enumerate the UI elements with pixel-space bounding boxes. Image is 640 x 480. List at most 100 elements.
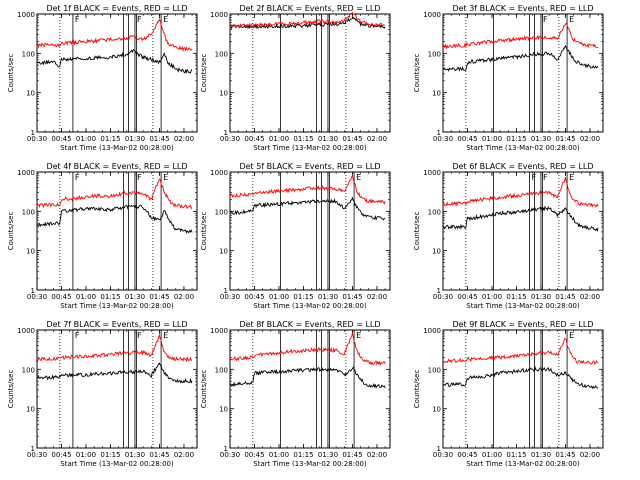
y-axis-label: Counts/sec	[200, 54, 208, 93]
x-tick-label: 01:30	[125, 293, 145, 301]
x-tick-label: 02:00	[580, 451, 600, 459]
y-axis-label: Counts/sec	[7, 54, 15, 93]
x-tick-label: 01:15	[100, 293, 120, 301]
event-marker-label: E	[163, 173, 168, 182]
y-tick-label: 1	[437, 129, 441, 137]
x-tick-label: 01:45	[555, 293, 575, 301]
panel-title: Det 9f BLACK = Events, RED = LLD	[452, 320, 593, 329]
x-tick-label: 00:30	[27, 451, 47, 459]
events-series-line	[36, 48, 193, 74]
y-tick-label: 1	[224, 129, 228, 137]
lld-series-line	[36, 178, 193, 210]
x-tick-label: 00:45	[244, 135, 264, 143]
lld-series-line	[442, 338, 599, 365]
x-tick-label: 01:00	[76, 293, 96, 301]
event-marker-label: F	[137, 331, 142, 340]
x-tick-label: 01:00	[76, 451, 96, 459]
event-marker-label: F	[137, 173, 142, 182]
y-tick-label: 10	[219, 406, 228, 414]
y-tick-label: 1000	[423, 11, 441, 19]
y-tick-label: 1	[31, 445, 35, 453]
x-tick-label: 02:00	[580, 293, 600, 301]
x-tick-label: 00:30	[27, 293, 47, 301]
y-tick-label: 1	[31, 287, 35, 295]
y-axis-label: Counts/sec	[413, 212, 421, 251]
y-tick-label: 1	[31, 129, 35, 137]
panel-det-5: Det 5f BLACK = Events, RED = LLD 1 10 100 10…	[200, 162, 391, 310]
x-axis-label: Start Time (13-Mar-02 00:28:00)	[466, 144, 580, 152]
y-tick-label: 100	[215, 208, 228, 216]
x-tick-label: 01:30	[125, 135, 145, 143]
panel-title: Det 3f BLACK = Events, RED = LLD	[452, 4, 593, 13]
x-axis-label: Start Time (13-Mar-02 00:28:00)	[60, 460, 174, 468]
x-tick-label: 01:15	[506, 451, 526, 459]
x-tick-label: 00:45	[244, 293, 264, 301]
y-axis-label: Counts/sec	[413, 54, 421, 93]
x-tick-label: 01:15	[506, 293, 526, 301]
lld-series-line	[442, 22, 599, 50]
x-tick-label: 01:30	[125, 451, 145, 459]
event-marker-label: E	[569, 173, 574, 182]
y-axis-label: Counts/sec	[413, 370, 421, 409]
y-tick-label: 1000	[210, 169, 228, 177]
x-tick-label: 02:00	[367, 451, 387, 459]
event-marker-label: E	[356, 173, 361, 182]
plot-frame	[36, 13, 198, 133]
x-axis-label: Start Time (13-Mar-02 00:28:00)	[60, 302, 174, 310]
x-tick-label: 01:45	[149, 135, 169, 143]
plot-frame	[36, 171, 198, 291]
x-axis-label: Start Time (13-Mar-02 00:28:00)	[253, 460, 367, 468]
x-tick-label: 01:45	[555, 451, 575, 459]
x-tick-label: 00:45	[51, 135, 71, 143]
events-series-line	[230, 366, 386, 389]
x-axis-label: Start Time (13-Mar-02 00:28:00)	[60, 144, 174, 152]
y-tick-label: 10	[432, 406, 441, 414]
x-tick-label: 01:00	[76, 135, 96, 143]
y-axis-label: Counts/sec	[7, 212, 15, 251]
x-tick-label: 00:30	[433, 293, 453, 301]
y-tick-label: 10	[432, 90, 441, 98]
y-tick-label: 100	[428, 208, 441, 216]
x-tick-label: 00:45	[244, 451, 264, 459]
y-tick-label: 100	[215, 366, 228, 374]
events-series-line	[36, 362, 193, 384]
x-tick-label: 01:00	[482, 293, 502, 301]
lld-series-line	[229, 11, 386, 29]
y-tick-label: 1000	[210, 11, 228, 19]
x-tick-label: 01:30	[318, 451, 338, 459]
panel-det-1: Det 1f BLACK = Events, RED = LLD 1 10 100 10…	[7, 4, 198, 152]
x-tick-label: 00:45	[51, 451, 71, 459]
panel-title: Det 7f BLACK = Events, RED = LLD	[46, 320, 187, 329]
x-tick-label: 00:45	[457, 451, 477, 459]
lld-series-line	[36, 18, 193, 53]
panel-det-4: Det 4f BLACK = Events, RED = LLD 1 10 100 10…	[7, 162, 198, 310]
y-tick-label: 10	[26, 248, 35, 256]
panel-det-2: Det 2f BLACK = Events, RED = LLD 1 10 100 10…	[200, 4, 391, 152]
plot-frame	[229, 329, 391, 449]
x-tick-label: 01:00	[269, 451, 289, 459]
x-tick-label: 01:15	[293, 293, 313, 301]
event-marker-label: E	[163, 331, 168, 340]
plot-frame	[442, 13, 604, 133]
event-marker-label: E	[356, 331, 361, 340]
y-tick-label: 1	[437, 287, 441, 295]
panel-title: Det 1f BLACK = Events, RED = LLD	[46, 4, 187, 13]
x-tick-label: 01:00	[482, 135, 502, 143]
x-tick-label: 00:30	[433, 135, 453, 143]
x-tick-label: 01:15	[506, 135, 526, 143]
plot-frame	[229, 171, 391, 291]
plot-frame	[229, 13, 391, 133]
x-tick-label: 01:45	[149, 451, 169, 459]
lld-series-line	[442, 176, 599, 208]
lld-series-line	[36, 333, 193, 363]
panel-det-6: Det 6f BLACK = Events, RED = LLD 1 10 100 10…	[413, 162, 604, 310]
x-tick-label: 01:45	[342, 293, 362, 301]
events-series-line	[229, 196, 386, 221]
event-marker-label: F	[75, 173, 80, 182]
event-marker-label: F	[75, 331, 80, 340]
plot-frame	[442, 329, 604, 449]
x-tick-label: 01:30	[318, 135, 338, 143]
event-marker-label: E	[569, 331, 574, 340]
event-marker-label: E	[163, 15, 168, 24]
